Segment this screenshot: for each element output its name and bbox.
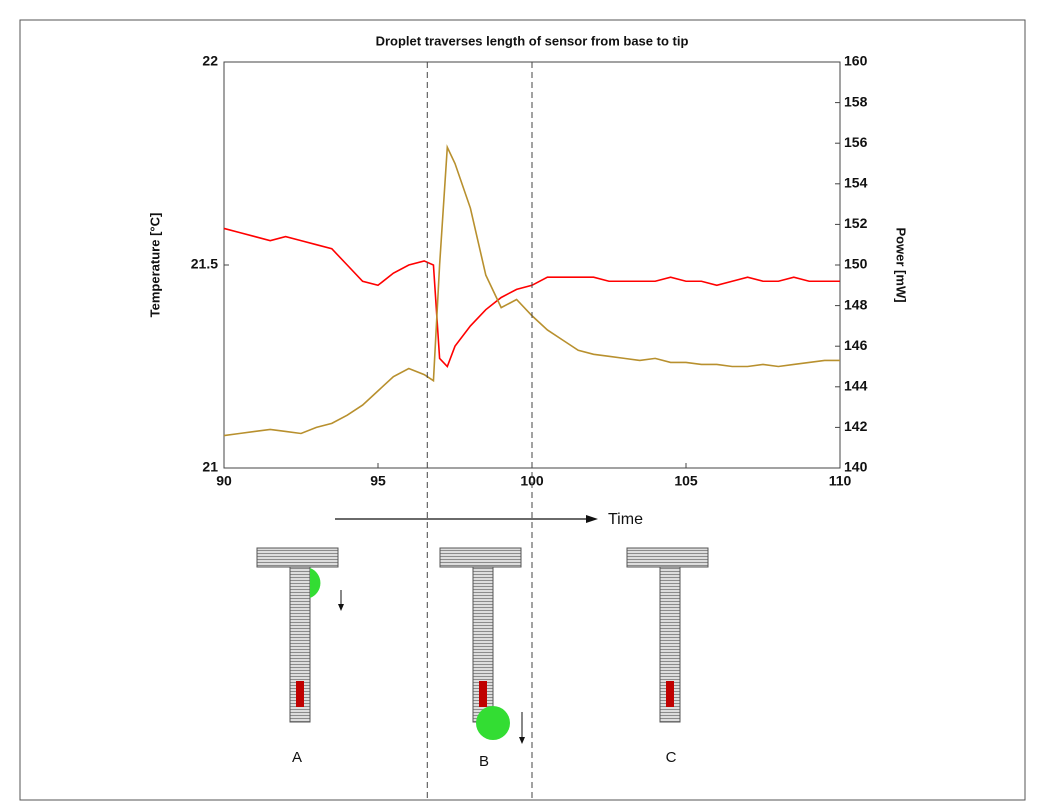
- y2-tick-label: 142: [844, 418, 868, 434]
- y2-tick-label: 146: [844, 337, 868, 353]
- y2-tick-label: 148: [844, 296, 868, 312]
- y2-tick-label: 154: [844, 175, 868, 191]
- y-axis-label: Temperature [°C]: [147, 213, 162, 318]
- sensor-label: A: [292, 749, 302, 766]
- y2-axis-label: Power [mW]: [894, 227, 909, 302]
- sensor-label: C: [666, 749, 677, 766]
- x-tick-label: 105: [674, 473, 698, 489]
- y-tick-label: 22: [202, 53, 218, 69]
- sensor-c: [626, 547, 709, 723]
- sensor-label: B: [479, 753, 489, 770]
- data-line: [223, 144, 840, 437]
- time-arrow-head: [586, 515, 598, 523]
- x-tick-label: 90: [216, 473, 232, 489]
- sensor-b: [439, 547, 525, 744]
- time-label: Time: [608, 511, 643, 528]
- data-line: [223, 227, 840, 368]
- y-tick-label: 21: [202, 459, 218, 475]
- y-tick-label: 21.5: [191, 256, 218, 272]
- frame: [19, 19, 1026, 801]
- x-tick-label: 95: [370, 473, 386, 489]
- x-tick-label: 110: [829, 473, 852, 489]
- y2-tick-label: 140: [844, 459, 868, 475]
- y2-tick-label: 150: [844, 256, 868, 272]
- chart-title: Droplet traverses length of sensor from …: [376, 33, 689, 48]
- sensor-a: [256, 547, 344, 723]
- y2-tick-label: 152: [844, 215, 868, 231]
- y2-tick-label: 144: [844, 378, 868, 394]
- y2-tick-label: 158: [844, 93, 868, 109]
- y2-tick-label: 156: [844, 134, 868, 150]
- x-tick-label: 100: [520, 473, 544, 489]
- y2-tick-label: 160: [844, 53, 868, 69]
